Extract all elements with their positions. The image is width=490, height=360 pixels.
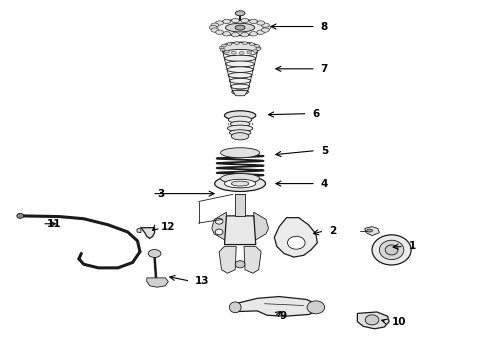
Ellipse shape (256, 46, 261, 49)
Polygon shape (232, 90, 248, 96)
Ellipse shape (216, 30, 223, 34)
Ellipse shape (209, 26, 217, 30)
Polygon shape (235, 297, 321, 316)
Ellipse shape (241, 32, 249, 37)
Polygon shape (274, 218, 318, 257)
Ellipse shape (254, 45, 259, 48)
Ellipse shape (227, 42, 232, 45)
Ellipse shape (227, 125, 253, 132)
Ellipse shape (224, 55, 256, 62)
Ellipse shape (220, 148, 260, 158)
Ellipse shape (235, 25, 245, 30)
Polygon shape (224, 216, 256, 244)
Ellipse shape (229, 78, 251, 84)
Polygon shape (235, 194, 245, 216)
Ellipse shape (365, 315, 379, 325)
Text: 12: 12 (161, 222, 175, 232)
Ellipse shape (224, 111, 256, 120)
Ellipse shape (231, 181, 249, 186)
Ellipse shape (211, 23, 219, 27)
Ellipse shape (263, 26, 271, 30)
Ellipse shape (262, 28, 270, 32)
Ellipse shape (229, 130, 251, 135)
Ellipse shape (288, 236, 305, 249)
Ellipse shape (211, 28, 219, 32)
Ellipse shape (235, 261, 245, 268)
Text: 5: 5 (321, 145, 328, 156)
Ellipse shape (220, 48, 225, 51)
Ellipse shape (223, 32, 231, 36)
Ellipse shape (223, 49, 257, 56)
Ellipse shape (239, 51, 244, 54)
Ellipse shape (262, 23, 270, 27)
Ellipse shape (232, 18, 239, 23)
Ellipse shape (249, 43, 254, 46)
Polygon shape (244, 246, 261, 273)
Ellipse shape (385, 245, 398, 255)
Polygon shape (219, 246, 236, 273)
Ellipse shape (148, 249, 161, 257)
Text: 7: 7 (321, 64, 328, 74)
Ellipse shape (249, 19, 257, 23)
Text: 8: 8 (321, 22, 328, 32)
Text: 4: 4 (321, 179, 328, 189)
Polygon shape (147, 278, 168, 287)
Ellipse shape (232, 32, 239, 37)
Polygon shape (357, 312, 389, 329)
Ellipse shape (226, 61, 254, 67)
Ellipse shape (232, 90, 248, 94)
Ellipse shape (231, 84, 250, 89)
Text: 9: 9 (279, 311, 286, 321)
Ellipse shape (367, 229, 372, 232)
Ellipse shape (241, 18, 249, 23)
Ellipse shape (231, 133, 249, 140)
Ellipse shape (235, 11, 245, 16)
Ellipse shape (227, 67, 253, 72)
Text: 10: 10 (392, 317, 406, 327)
Ellipse shape (220, 42, 260, 54)
Polygon shape (254, 212, 269, 241)
Ellipse shape (17, 213, 24, 219)
Polygon shape (137, 228, 141, 233)
Ellipse shape (216, 21, 223, 25)
Ellipse shape (249, 32, 257, 36)
Polygon shape (141, 228, 155, 238)
Ellipse shape (372, 235, 411, 265)
Ellipse shape (243, 42, 247, 45)
Ellipse shape (219, 46, 224, 49)
Text: 2: 2 (329, 226, 336, 236)
Polygon shape (212, 212, 226, 241)
Ellipse shape (224, 179, 256, 188)
Ellipse shape (215, 219, 223, 224)
Ellipse shape (225, 23, 255, 32)
Ellipse shape (257, 30, 265, 34)
Ellipse shape (215, 176, 266, 192)
Ellipse shape (230, 121, 250, 127)
Text: 6: 6 (313, 109, 319, 119)
Ellipse shape (223, 19, 231, 23)
Ellipse shape (256, 48, 261, 50)
Ellipse shape (253, 49, 258, 52)
Ellipse shape (379, 240, 404, 260)
Text: 13: 13 (195, 276, 210, 286)
Ellipse shape (231, 51, 236, 54)
Ellipse shape (215, 229, 223, 235)
Ellipse shape (307, 301, 325, 314)
Text: 1: 1 (409, 241, 416, 251)
Ellipse shape (220, 174, 260, 184)
Ellipse shape (212, 20, 269, 36)
Polygon shape (365, 226, 379, 235)
Ellipse shape (221, 44, 226, 47)
Ellipse shape (224, 50, 229, 53)
Ellipse shape (229, 302, 241, 313)
Ellipse shape (257, 21, 265, 25)
Ellipse shape (228, 73, 252, 78)
Text: 3: 3 (157, 189, 164, 199)
Ellipse shape (234, 42, 239, 45)
Ellipse shape (228, 116, 252, 123)
Ellipse shape (247, 51, 252, 54)
Text: 11: 11 (47, 219, 62, 229)
